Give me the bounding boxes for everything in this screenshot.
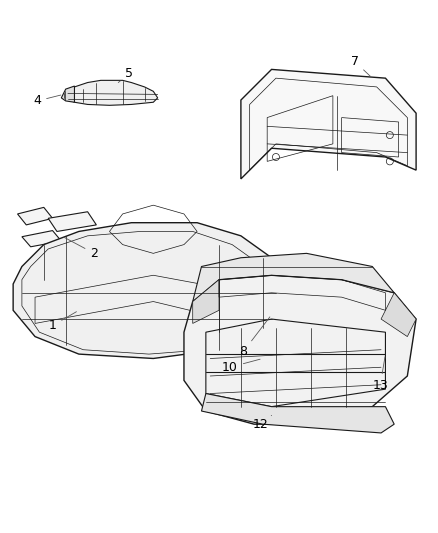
Polygon shape	[193, 280, 219, 324]
Text: 12: 12	[253, 415, 272, 431]
Polygon shape	[13, 223, 285, 359]
Polygon shape	[22, 231, 61, 247]
Polygon shape	[61, 86, 74, 102]
Text: 5: 5	[118, 67, 133, 83]
Text: 13: 13	[372, 357, 388, 392]
Text: 10: 10	[222, 359, 260, 374]
Text: 7: 7	[351, 55, 370, 76]
Text: 1: 1	[49, 312, 77, 332]
Polygon shape	[48, 212, 96, 231]
Polygon shape	[68, 80, 158, 106]
Polygon shape	[381, 293, 416, 336]
Text: 2: 2	[64, 237, 98, 260]
Polygon shape	[193, 253, 394, 302]
Polygon shape	[241, 69, 416, 179]
Polygon shape	[18, 207, 53, 225]
Polygon shape	[201, 393, 394, 433]
Text: 8: 8	[239, 317, 270, 358]
Text: 4: 4	[33, 94, 61, 108]
Polygon shape	[184, 275, 416, 424]
